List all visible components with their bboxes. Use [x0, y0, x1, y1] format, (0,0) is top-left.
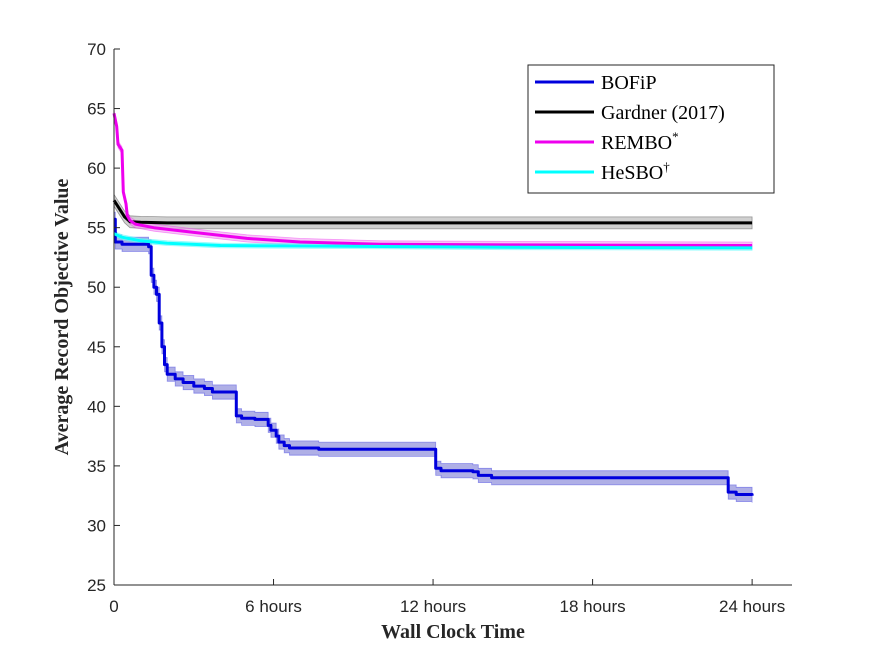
y-tick-label: 35 [87, 457, 106, 476]
y-tick-label: 45 [87, 338, 106, 357]
x-tick-label: 0 [109, 597, 118, 616]
y-axis-title: Average Record Objective Value [51, 178, 73, 455]
y-tick-label: 70 [87, 40, 106, 59]
series-line-hesbo [113, 232, 753, 250]
y-tick-label: 50 [87, 278, 106, 297]
legend-label-superscript: † [663, 159, 670, 174]
x-axis-ticks: 0 6 hours 12 hours 18 hours 24 hours [109, 579, 785, 616]
series-lines [112, 112, 754, 496]
series-line-bofip [113, 217, 754, 496]
series-line-rembo [112, 112, 753, 247]
y-tick-label: 30 [87, 516, 106, 535]
x-axis-title: Wall Clock Time [381, 621, 525, 643]
legend-label-text: Gardner (2017) [601, 102, 725, 124]
y-tick-label: 65 [87, 100, 106, 119]
x-tick-label: 6 hours [245, 597, 302, 616]
x-tick-label: 18 hours [560, 597, 626, 616]
x-tick-label: 24 hours [719, 597, 785, 616]
legend-label-text: HeSBO [601, 162, 663, 184]
y-tick-label: 55 [87, 219, 106, 238]
x-tick-label: 12 hours [400, 597, 466, 616]
legend-label-gardner-2017: Gardner (2017) [601, 102, 725, 124]
y-tick-label: 40 [87, 397, 106, 416]
legend-label-rembo: REMBO* [601, 129, 679, 154]
legend-label-text: BOFiP [601, 72, 657, 94]
y-tick-label: 25 [87, 576, 106, 595]
y-tick-label: 60 [87, 159, 106, 178]
legend-label-bofip: BOFiP [601, 72, 657, 94]
y-axis-ticks: 25 30 35 40 45 50 55 60 65 70 [87, 40, 120, 595]
legend-label-superscript: * [672, 129, 679, 144]
legend-label-text: REMBO [601, 132, 672, 154]
legend-label-hesbo: HeSBO† [601, 159, 670, 184]
